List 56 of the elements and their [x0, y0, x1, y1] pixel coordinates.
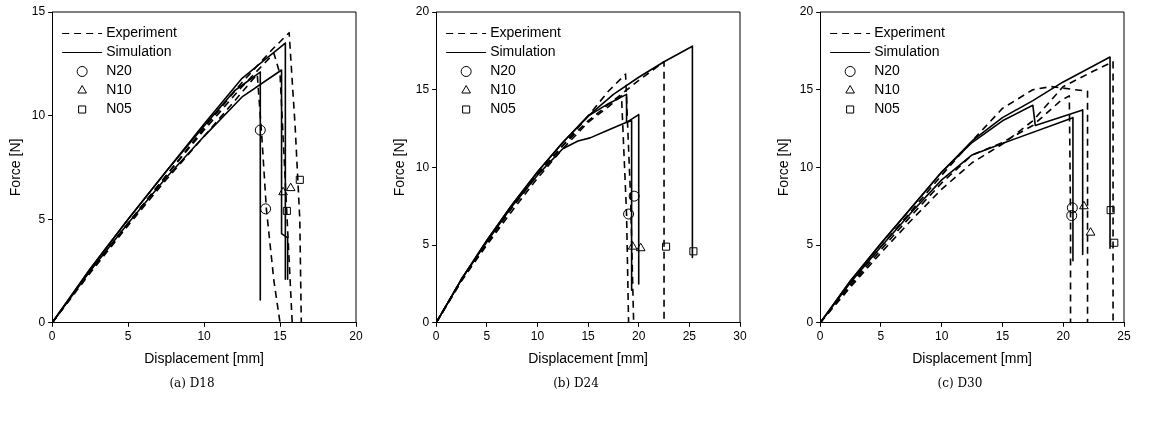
legend-label: N20: [874, 62, 901, 79]
legend-label: N20: [106, 62, 133, 79]
y-tick-label: 5: [38, 211, 46, 226]
y-tick-label: 10: [415, 159, 430, 174]
x-tick-label: 15: [273, 329, 288, 344]
legend-label: N10: [490, 81, 517, 98]
y-axis-title: Force [N]: [775, 138, 792, 197]
y-tick-label: 0: [806, 315, 814, 330]
legend-label: N10: [874, 81, 901, 98]
y-axis-title: Force [N]: [7, 138, 24, 197]
legend-label: N05: [490, 100, 517, 117]
text: (a) D18: [168, 376, 216, 390]
x-tick-label: 5: [124, 329, 132, 344]
x-tick-label: 10: [530, 329, 545, 344]
legend-label: Experiment: [106, 24, 178, 41]
x-tick-label: 25: [682, 329, 697, 344]
x-tick-label: 0: [432, 329, 440, 344]
legend-label: Simulation: [106, 43, 172, 60]
legend-label: N05: [874, 100, 901, 117]
x-tick-label: 25: [1117, 329, 1131, 344]
x-tick-label: 20: [1056, 329, 1071, 344]
y-tick-label: 0: [38, 315, 46, 330]
legend-label: N05: [106, 100, 133, 117]
x-tick-label: 10: [197, 329, 212, 344]
x-tick-label: 15: [581, 329, 596, 344]
x-tick-label: 20: [632, 329, 646, 344]
x-tick-label: 10: [935, 329, 949, 344]
x-axis-title: Displacement [mm]: [528, 350, 648, 367]
y-tick-label: 5: [422, 237, 430, 252]
text: (b) D24: [552, 376, 600, 390]
x-tick-label: 5: [483, 329, 491, 344]
legend-label: N10: [106, 81, 133, 98]
y-tick-label: 10: [799, 159, 814, 174]
x-tick-label: 30: [733, 329, 747, 344]
y-tick-label: 0: [422, 315, 430, 330]
legend-label: Experiment: [490, 24, 562, 41]
legend-label: N20: [490, 62, 517, 79]
x-tick-label: 15: [995, 329, 1010, 344]
x-tick-label: 5: [877, 329, 885, 344]
y-tick-label: 10: [31, 107, 46, 122]
x-tick-label: 20: [349, 329, 363, 344]
x-axis-title: Displacement [mm]: [912, 350, 1032, 367]
y-tick-label: 15: [415, 82, 430, 97]
y-tick-label: 15: [799, 82, 814, 97]
y-axis-title: Force [N]: [391, 138, 408, 197]
x-tick-label: 0: [816, 329, 824, 344]
legend-label: Simulation: [874, 43, 940, 60]
y-tick-label: 15: [31, 4, 46, 19]
legend-label: Simulation: [490, 43, 556, 60]
text: (c) D30: [936, 376, 984, 390]
y-tick-label: 20: [799, 4, 814, 19]
y-tick-label: 5: [806, 237, 814, 252]
x-axis-title: Displacement [mm]: [144, 350, 264, 367]
x-tick-label: 0: [48, 329, 56, 344]
legend-label: Experiment: [874, 24, 946, 41]
y-tick-label: 20: [415, 4, 430, 19]
